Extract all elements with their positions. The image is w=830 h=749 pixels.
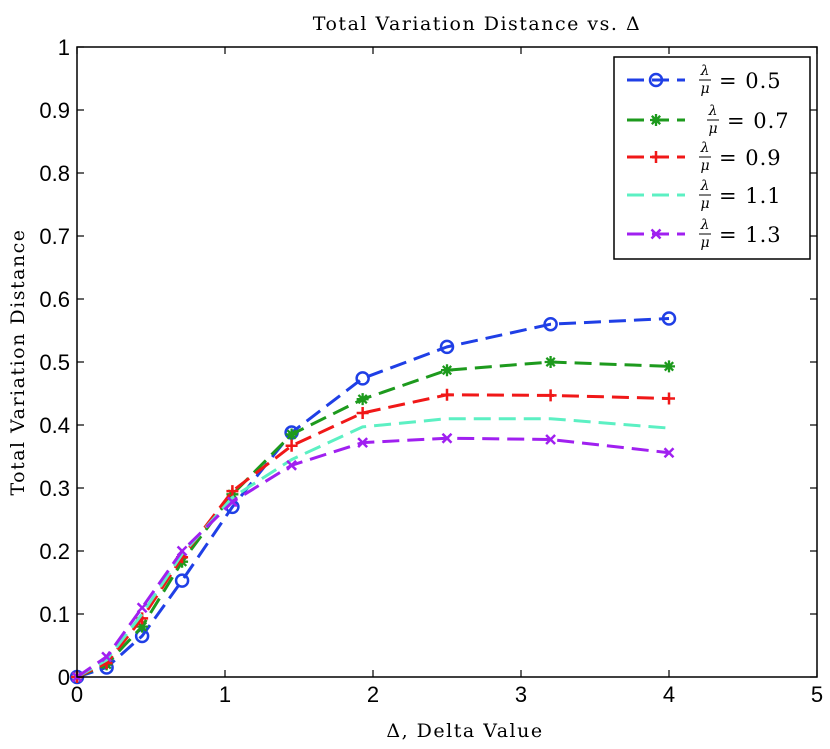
legend-label: = 0.5 bbox=[719, 69, 782, 93]
data-point bbox=[661, 311, 677, 326]
series-line bbox=[76, 417, 670, 679]
series-4 bbox=[76, 417, 670, 679]
x-tick-label: 2 bbox=[367, 682, 379, 707]
legend-entry: λμ = 1.1 bbox=[627, 178, 782, 212]
ticks-layer: 0 1 2 3 4 5 0 0.1 0.2 0.3 0.4 0.5 0.6 0.7 0.8 0.9 1 bbox=[39, 35, 823, 707]
legend-frac-numerator: λ bbox=[700, 140, 710, 156]
legend-label: = 1.1 bbox=[719, 184, 782, 208]
y-tick-label: 0.7 bbox=[39, 224, 70, 249]
data-point bbox=[226, 485, 239, 498]
data-point bbox=[543, 316, 558, 332]
data-point bbox=[227, 496, 238, 508]
legend-marker bbox=[650, 151, 662, 163]
legend-marker bbox=[650, 114, 662, 126]
series-5 bbox=[71, 432, 675, 683]
data-point bbox=[101, 651, 112, 663]
x-axis-label: Δ, Delta Value bbox=[386, 720, 543, 742]
y-tick-label: 1 bbox=[58, 35, 70, 60]
data-point bbox=[545, 434, 556, 445]
legend-label: = 1.3 bbox=[719, 223, 782, 247]
data-point bbox=[544, 389, 557, 402]
series-line bbox=[76, 436, 670, 679]
x-tick-label: 3 bbox=[515, 682, 527, 707]
x-tick-label: 0 bbox=[71, 682, 83, 707]
series-3 bbox=[71, 388, 675, 683]
legend-entry: λμ = 1.3 bbox=[627, 217, 782, 251]
data-point bbox=[176, 545, 188, 557]
data-point bbox=[544, 356, 557, 368]
legend-label: = 0.9 bbox=[719, 146, 782, 170]
data-point bbox=[286, 459, 297, 471]
legend-frac-numerator: λ bbox=[708, 103, 718, 119]
legend-entry: λμ = 0.9 bbox=[627, 140, 782, 174]
legend-label: = 0.7 bbox=[727, 109, 790, 133]
legend-frac-denominator: μ bbox=[700, 81, 709, 97]
data-point bbox=[441, 364, 453, 377]
data-point bbox=[136, 620, 149, 633]
y-tick-label: 0.9 bbox=[39, 98, 70, 123]
data-point bbox=[663, 360, 675, 373]
legend-frac-denominator: μ bbox=[700, 235, 709, 251]
data-point bbox=[136, 602, 148, 614]
series-line bbox=[76, 360, 670, 679]
chart-title: Total Variation Distance vs. Δ bbox=[313, 13, 641, 35]
legend-entry: λμ = 0.7 bbox=[627, 103, 790, 137]
legend-frac-numerator: λ bbox=[700, 178, 710, 194]
data-point bbox=[441, 432, 453, 444]
y-tick-label: 0.6 bbox=[39, 287, 70, 312]
series-line bbox=[76, 393, 670, 679]
legend-marker bbox=[650, 228, 662, 240]
data-point bbox=[285, 439, 298, 452]
data-point bbox=[355, 371, 370, 386]
y-tick-label: 0.1 bbox=[39, 602, 70, 627]
x-tick-label: 4 bbox=[663, 682, 675, 707]
y-tick-label: 0.5 bbox=[39, 350, 70, 375]
data-point bbox=[439, 339, 455, 355]
data-point bbox=[356, 393, 369, 406]
data-point bbox=[441, 388, 453, 401]
legend-frac-denominator: μ bbox=[700, 196, 709, 212]
legend-frac-numerator: λ bbox=[700, 217, 710, 233]
y-tick-label: 0.3 bbox=[39, 476, 70, 501]
legend-frac-denominator: μ bbox=[708, 121, 717, 137]
data-point bbox=[357, 437, 369, 449]
x-tick-label: 1 bbox=[219, 682, 231, 707]
y-tick-label: 0.4 bbox=[39, 413, 70, 438]
legend-entry: λμ = 0.5 bbox=[627, 63, 782, 97]
data-point bbox=[285, 428, 298, 441]
legend-frac-denominator: μ bbox=[700, 158, 709, 174]
legend-frac-numerator: λ bbox=[700, 63, 710, 79]
y-tick-label: 0.8 bbox=[39, 161, 70, 186]
legend: λμ = 0.5λμ = 0.7λμ = 0.9λμ = 1.1λμ = 1.3 bbox=[613, 56, 811, 260]
x-tick-label: 5 bbox=[811, 682, 823, 707]
legend-box bbox=[613, 56, 811, 260]
y-tick-label: 0.2 bbox=[39, 539, 70, 564]
series-layer bbox=[69, 311, 677, 685]
y-axis-label: Total Variation Distance bbox=[7, 228, 29, 495]
y-tick-label: 0 bbox=[58, 665, 70, 690]
data-point bbox=[356, 407, 369, 420]
legend-marker bbox=[648, 72, 664, 88]
data-point bbox=[174, 573, 190, 588]
data-point bbox=[663, 447, 675, 459]
data-point bbox=[663, 392, 675, 405]
